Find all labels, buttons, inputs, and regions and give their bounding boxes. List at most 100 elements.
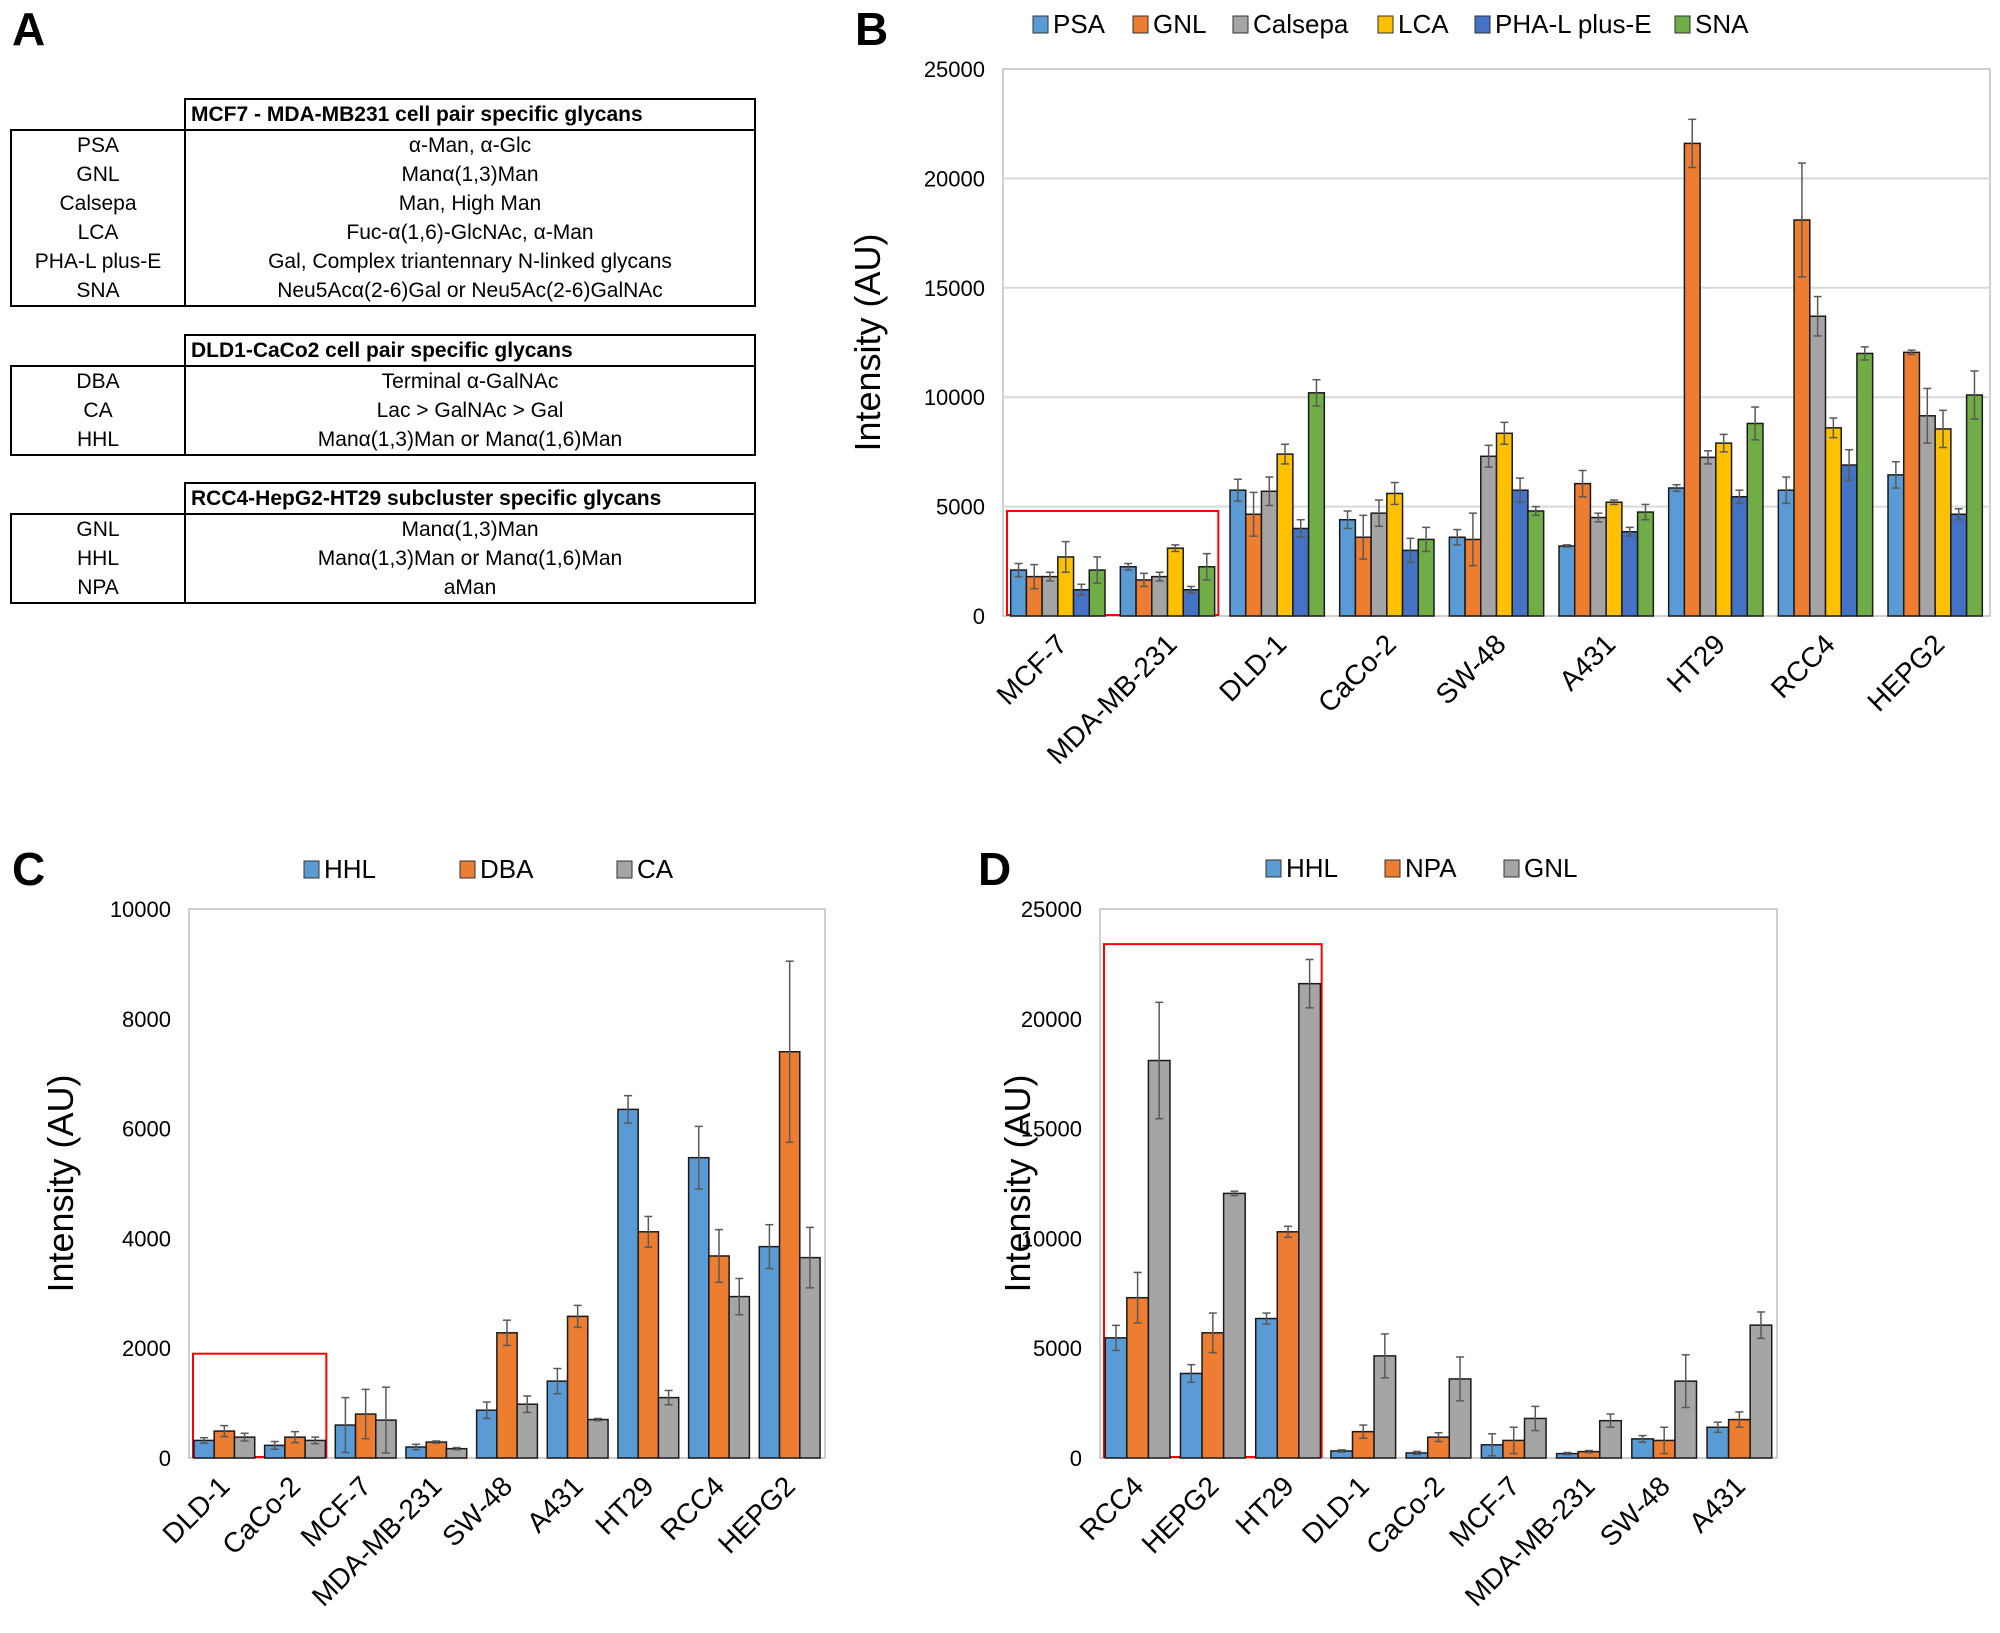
y-tick-label: 2000	[122, 1336, 171, 1361]
bar-pha-l-plus-e	[1621, 531, 1639, 617]
x-tick-label: CaCo-2	[1312, 628, 1402, 718]
lectin-cell: LCA	[10, 218, 186, 247]
legend-label: PSA	[1053, 9, 1106, 39]
legend-label: GNL	[1524, 853, 1577, 883]
bar-calsepa	[1699, 456, 1717, 617]
lectin-cell: DBA	[10, 365, 186, 396]
bar-pha-l-plus-e	[1950, 513, 1968, 617]
table-row: CA Lac > GalNAc > Gal	[10, 396, 756, 425]
bar-calsepa	[1151, 575, 1169, 617]
legend-label: CA	[637, 854, 674, 884]
bar-calsepa	[1260, 490, 1278, 617]
legend-label: LCA	[1398, 9, 1449, 39]
panel-label-d: D	[978, 843, 1012, 895]
bar-calsepa	[1370, 512, 1388, 617]
bar-lca	[1715, 442, 1733, 617]
specificity-cell: Manα(1,3)Man or Manα(1,6)Man	[185, 425, 756, 456]
specificity-cell: Fuc-α(1,6)-GlcNAc, α-Man	[185, 218, 756, 247]
bar-lca	[1605, 501, 1623, 617]
bar-gnl	[1222, 1192, 1246, 1459]
x-tick-label: DLD-1	[1213, 628, 1292, 707]
bar-dba	[496, 1332, 518, 1459]
legend-swatch	[1232, 15, 1249, 34]
lectin-cell: GNL	[10, 160, 186, 189]
bar-sna	[1307, 392, 1326, 617]
legend-label: NPA	[1405, 853, 1457, 883]
x-tick-label: MCF-7	[991, 628, 1073, 710]
legend-label: GNL	[1153, 9, 1206, 39]
table-row: DBA Terminal α-GalNAc	[10, 365, 756, 396]
bar-gnl	[1793, 219, 1811, 617]
bar-calsepa	[1589, 516, 1607, 617]
lectin-cell: HHL	[10, 544, 186, 573]
bar-hhl	[687, 1156, 710, 1459]
legend-swatch	[1265, 859, 1282, 878]
lectin-cell: CA	[10, 396, 186, 425]
lectin-cell: NPA	[10, 573, 186, 604]
bar-npa	[1276, 1231, 1300, 1459]
legend-label: HHL	[324, 854, 376, 884]
bar-dba	[566, 1315, 589, 1459]
bar-psa	[1558, 545, 1576, 617]
table-row: PHA-L plus-E Gal, Complex triantennary N-…	[10, 247, 756, 276]
bar-psa	[1667, 487, 1686, 617]
bar-hhl	[1104, 1337, 1128, 1459]
bar-psa	[1887, 474, 1905, 617]
lectin-cell: PSA	[10, 129, 186, 160]
bar-calsepa	[1041, 575, 1059, 617]
y-tick-label: 6000	[122, 1117, 171, 1142]
x-tick-label: RCC4	[1765, 628, 1841, 704]
legend-swatch	[459, 860, 476, 879]
bar-lca	[1386, 492, 1404, 617]
bar-sna	[1746, 422, 1764, 617]
highlight-box	[192, 1352, 328, 1458]
y-tick-label: 0	[973, 604, 985, 629]
specificity-cell: α-Man, α-Glc	[185, 129, 756, 160]
table-row: GNL Manα(1,3)Man	[10, 513, 756, 544]
table-title: RCC4-HepG2-HT29 subcluster specific glyc…	[184, 482, 756, 515]
y-tick-label: 5000	[936, 495, 985, 520]
legend-swatch	[1132, 15, 1149, 34]
legend-swatch	[1032, 15, 1049, 34]
x-tick-label: HT29	[1661, 628, 1731, 698]
specificity-cell: Manα(1,3)Man	[185, 160, 756, 189]
y-tick-label: 0	[159, 1446, 171, 1471]
x-tick-label: HEPG2	[1136, 1470, 1225, 1559]
bar-psa	[1338, 518, 1357, 617]
highlight-box	[1006, 509, 1220, 617]
specificity-cell: aMan	[185, 573, 756, 604]
chart-panel-b: 0 5000 10000 15000 20000 25000 Intensity (AU) M…	[847, 9, 1991, 770]
table-row: NPA aMan	[10, 573, 756, 604]
bar-sna	[1965, 394, 1984, 617]
legend-swatch	[1674, 15, 1691, 34]
bar-calsepa	[1480, 455, 1498, 617]
legend-swatch	[1377, 15, 1394, 34]
x-tick-label: HEPG2	[1861, 628, 1950, 717]
bar-dba	[425, 1441, 448, 1459]
bar-psa	[1777, 489, 1795, 617]
lectin-cell: HHL	[10, 425, 186, 456]
x-tick-label: A431	[521, 1470, 589, 1538]
legend-swatch	[616, 860, 633, 879]
bar-ca	[728, 1295, 751, 1459]
bar-psa	[1448, 536, 1466, 617]
panel-label-a: A	[12, 3, 46, 55]
y-tick-label: 10000	[924, 385, 985, 410]
y-tick-label: 8000	[122, 1007, 171, 1032]
bar-gnl	[1683, 142, 1701, 617]
legend-label: Calsepa	[1253, 9, 1349, 39]
bar-pha-l-plus-e	[1292, 527, 1310, 617]
y-tick-label: 20000	[1021, 1007, 1082, 1032]
lectin-cell: PHA-L plus-E	[10, 247, 186, 276]
x-tick-label: SW-48	[436, 1470, 518, 1552]
bar-hhl	[617, 1108, 639, 1459]
bar-dba	[708, 1255, 730, 1459]
y-tick-label: 15000	[1021, 1117, 1082, 1142]
bar-hhl	[758, 1245, 781, 1459]
lectin-cell: SNA	[10, 276, 186, 307]
bar-lca	[1166, 547, 1184, 617]
bar-hhl	[1254, 1317, 1279, 1459]
x-tick-label: CaCo-2	[1360, 1470, 1450, 1560]
table-row: HHL Manα(1,3)Man or Manα(1,6)Man	[10, 425, 756, 456]
specificity-cell: Manα(1,3)Man or Manα(1,6)Man	[185, 544, 756, 573]
